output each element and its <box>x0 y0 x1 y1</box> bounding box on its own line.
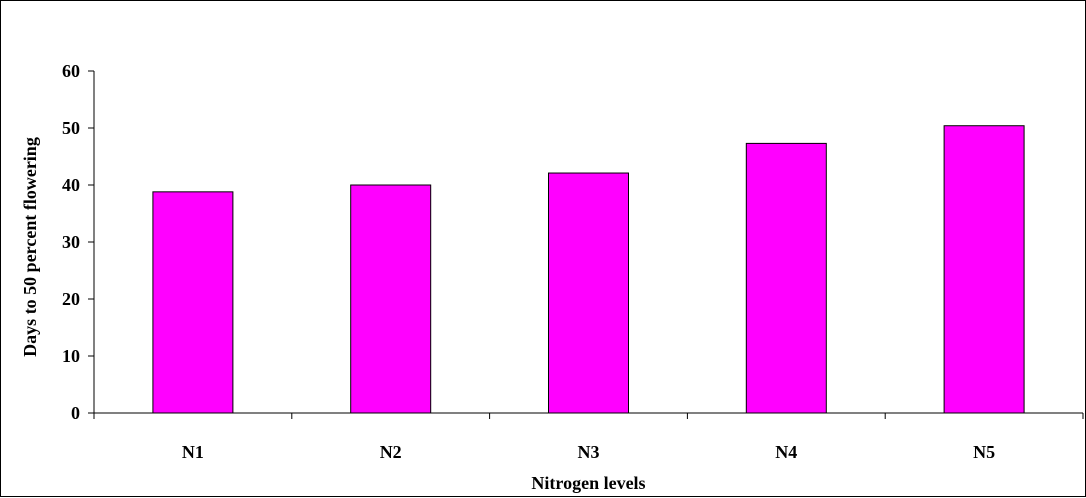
y-tick-label: 20 <box>62 289 80 309</box>
x-axis-ticks: N1 N2 N3 N4 N5 <box>93 413 1084 462</box>
y-tick-label: 60 <box>62 61 80 81</box>
bars-group <box>152 125 1025 414</box>
x-category-label: N2 <box>380 442 402 462</box>
y-tick-label: 50 <box>62 118 80 138</box>
y-axis-ticks: 0 10 20 30 40 50 60 <box>62 61 94 423</box>
y-tick-label: 0 <box>71 403 80 423</box>
x-category-label: N3 <box>578 442 600 462</box>
bar-n3 <box>548 172 629 414</box>
y-tick-label: 30 <box>62 232 80 252</box>
bar-n4 <box>745 142 827 414</box>
bar-n5 <box>943 125 1025 414</box>
x-axis-title: Nitrogen levels <box>531 473 645 493</box>
y-tick-label: 40 <box>62 175 80 195</box>
x-category-label: N4 <box>775 442 797 462</box>
x-category-label: N5 <box>973 442 995 462</box>
y-tick-label: 10 <box>62 346 80 366</box>
y-axis-title: Days to 50 percent flowering <box>20 137 40 357</box>
bar-n2 <box>350 184 432 414</box>
bar-n1 <box>152 191 234 414</box>
x-category-label: N1 <box>182 442 204 462</box>
